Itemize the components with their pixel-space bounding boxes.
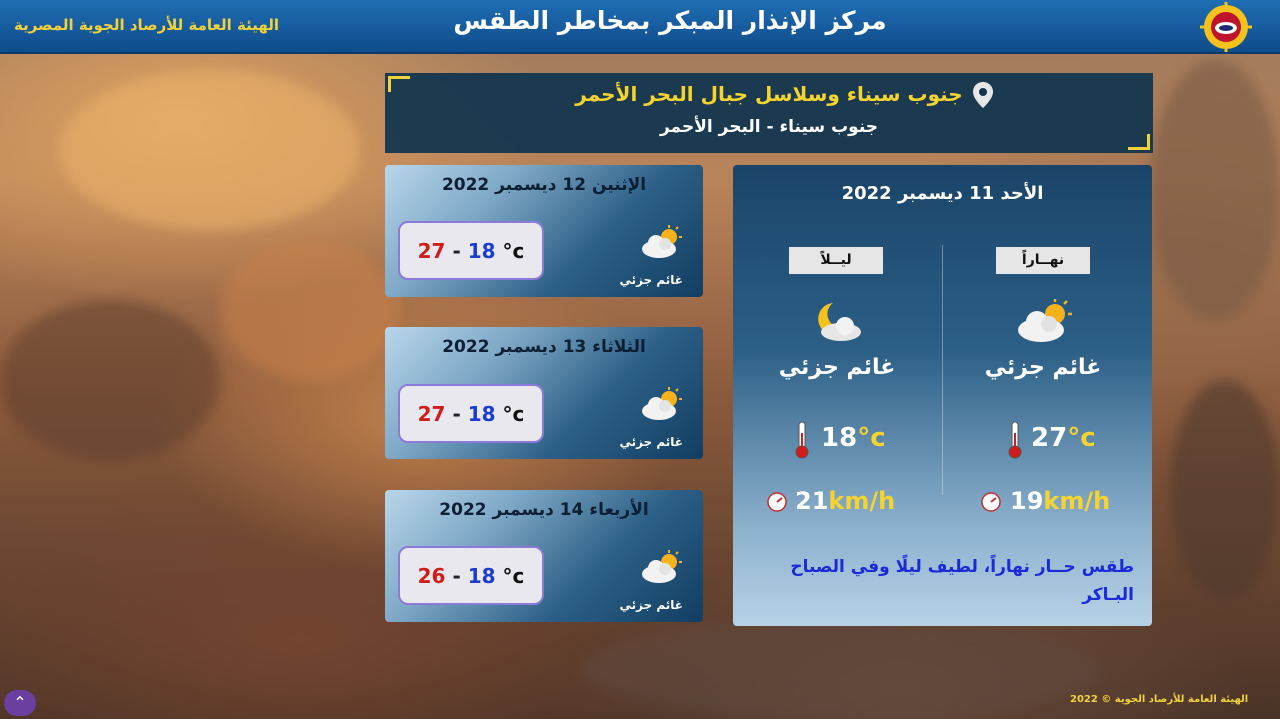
corner-decoration: [1128, 134, 1150, 150]
temp-unit: °c: [502, 564, 525, 588]
nighttime-wind: 21km/h: [795, 487, 895, 515]
scroll-up-button[interactable]: ⌃: [4, 690, 36, 716]
location-subtitle: جنوب سيناء - البحر الأحمر: [659, 117, 879, 137]
forecast-card[interactable]: الأربعاء 14 ديسمبر 2022 26 - 18 °c غائم …: [385, 490, 703, 622]
forecast-condition: غائم جزئي: [619, 435, 683, 449]
min-temp: 18: [467, 239, 496, 263]
daytime-temp-unit: °c: [1067, 423, 1096, 453]
partly-cloudy-icon: [1018, 299, 1072, 342]
daytime-label: نهــاراً: [996, 247, 1090, 274]
bg-rock: [1150, 60, 1280, 320]
temp-separator: -: [452, 402, 468, 426]
nighttime-condition: غائم جزئي: [778, 355, 896, 380]
forecast-day: الإثنين 12 ديسمبر 2022: [441, 175, 647, 195]
temp-separator: -: [452, 239, 468, 263]
org-name: الهيئة العامة للأرصاد الجوية المصرية: [14, 16, 280, 34]
today-date: الأحد 11 ديسمبر 2022: [841, 183, 1044, 204]
corner-decoration: [388, 76, 410, 92]
daytime-wind-unit: km/h: [1043, 487, 1111, 515]
daytime-wind: 19km/h: [1010, 487, 1110, 515]
double-chevron-up-icon: ⌃: [13, 693, 27, 712]
thermometer-icon: [1008, 421, 1022, 459]
wind-gauge-icon: [981, 492, 1001, 512]
bg-rock: [0, 300, 220, 460]
nighttime-temp: 18°c: [821, 423, 886, 453]
partly-cloudy-icon: [642, 387, 682, 420]
bg-rock: [60, 70, 360, 230]
wind-gauge-icon: [767, 492, 787, 512]
bg-rock: [580, 620, 1100, 719]
temp-unit: °c: [502, 402, 525, 426]
partly-cloudy-icon: [642, 550, 682, 583]
temp-range: 27 - 18 °c: [398, 384, 544, 443]
nighttime-label: ليــلاً: [789, 247, 883, 274]
cloudy-night-icon: [818, 303, 861, 341]
temp-unit: °c: [502, 239, 525, 263]
daytime-temp: 27°c: [1031, 423, 1096, 453]
min-temp: 18: [467, 564, 496, 588]
location-panel: جنوب سيناء وسلاسل جبال البحر الأحمر جنوب…: [385, 73, 1153, 153]
ema-logo-icon: [1200, 2, 1252, 52]
temp-range: 26 - 18 °c: [398, 546, 544, 605]
copyright-text: الهيئة العامة للأرصاد الجوية © 2022: [1070, 694, 1249, 705]
forecast-condition: غائم جزئي: [619, 598, 683, 612]
nighttime-wind-unit: km/h: [828, 487, 896, 515]
partly-cloudy-icon: [642, 225, 682, 258]
daytime-condition: غائم جزئي: [984, 355, 1102, 380]
forecast-condition: غائم جزئي: [619, 273, 683, 287]
forecast-card[interactable]: الثلاثاء 13 ديسمبر 2022 27 - 18 °c غائم …: [385, 327, 703, 459]
daytime-temp-value: 27: [1031, 423, 1068, 453]
forecast-day: الثلاثاء 13 ديسمبر 2022: [442, 337, 646, 357]
forecast-card[interactable]: الإثنين 12 ديسمبر 2022 27 - 18 °c غائم ج…: [385, 165, 703, 297]
temp-separator: -: [452, 564, 468, 588]
bg-rock: [1170, 380, 1280, 600]
today-panel: الأحد 11 ديسمبر 2022 نهــاراً غائم جزئي …: [733, 165, 1152, 626]
thermometer-icon: [795, 421, 809, 459]
nighttime-wind-value: 21: [795, 487, 829, 515]
max-temp: 27: [417, 239, 446, 263]
max-temp: 26: [417, 564, 446, 588]
daytime-wind-value: 19: [1010, 487, 1044, 515]
location-title: جنوب سيناء وسلاسل جبال البحر الأحمر: [575, 82, 963, 106]
forecast-day: الأربعاء 14 ديسمبر 2022: [439, 500, 649, 520]
column-divider: [942, 245, 943, 495]
nighttime-temp-value: 18: [821, 423, 858, 453]
map-pin-icon: [973, 82, 993, 108]
app-header: الهيئة العامة للأرصاد الجوية المصرية مرك…: [0, 0, 1280, 54]
weather-description: طقس حــار نهاراً، لطيف ليلًا وفي الصباح …: [790, 557, 1134, 605]
max-temp: 27: [417, 402, 446, 426]
nighttime-temp-unit: °c: [857, 423, 886, 453]
page-title: مركز الإنذار المبكر بمخاطر الطقس: [453, 6, 887, 35]
bg-rock: [220, 240, 400, 380]
min-temp: 18: [467, 402, 496, 426]
temp-range: 27 - 18 °c: [398, 221, 544, 280]
